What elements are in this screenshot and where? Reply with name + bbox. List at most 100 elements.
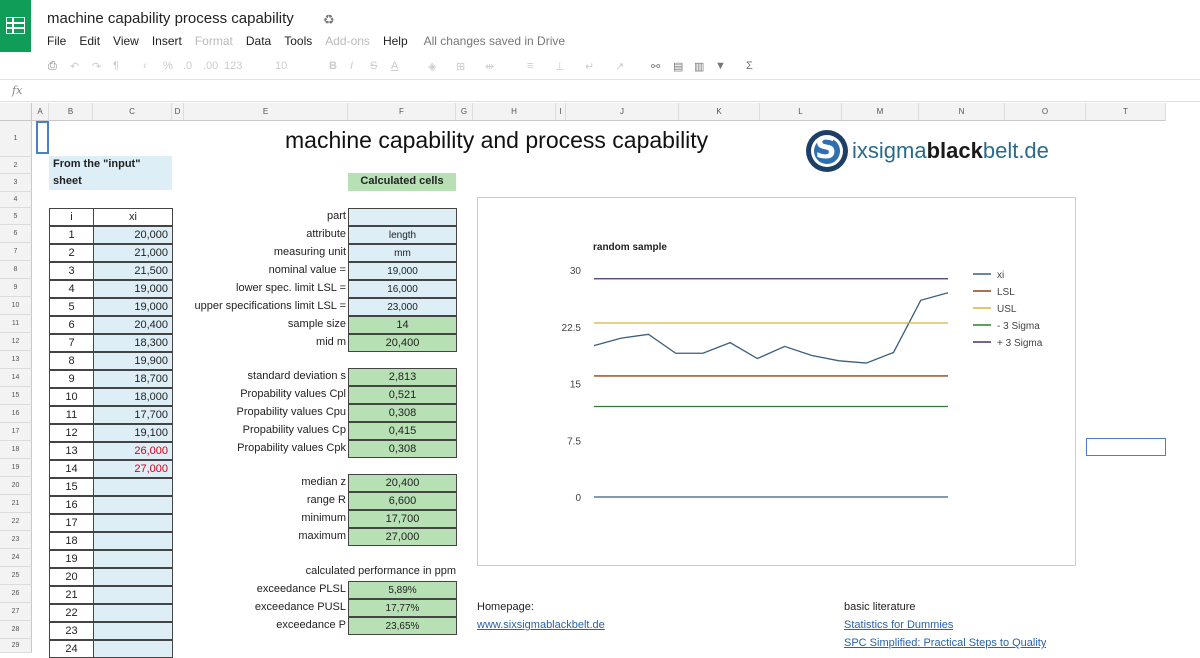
table-row-i[interactable]: 14 <box>49 460 94 478</box>
table-row-xi[interactable]: 20,000 <box>93 226 173 244</box>
value-median[interactable]: 20,400 <box>348 474 457 492</box>
table-row-xi[interactable]: 26,000 <box>93 442 173 460</box>
row-header-3[interactable]: 3 <box>0 174 32 192</box>
menu-view[interactable]: View <box>113 34 139 48</box>
row-header-23[interactable]: 23 <box>0 531 32 549</box>
row-header-9[interactable]: 9 <box>0 279 32 297</box>
menu-format[interactable]: Format <box>194 34 233 48</box>
menu-file[interactable]: File <box>47 34 67 48</box>
print-icon[interactable]: ⎙ <box>48 60 57 72</box>
column-header-j[interactable]: J <box>566 103 679 121</box>
table-row-xi[interactable]: 18,700 <box>93 370 173 388</box>
table-row-xi[interactable] <box>93 586 173 604</box>
table-row-xi[interactable]: 17,700 <box>93 406 173 424</box>
row-header-21[interactable]: 21 <box>0 495 32 513</box>
valign-icon[interactable]: ⊥ <box>555 61 565 73</box>
table-row-i[interactable]: 17 <box>49 514 94 532</box>
column-header-o[interactable]: O <box>1005 103 1086 121</box>
functions-icon[interactable]: Σ <box>746 60 753 72</box>
row-header-12[interactable]: 12 <box>0 333 32 351</box>
table-row-xi[interactable] <box>93 532 173 550</box>
table-row-i[interactable]: 2 <box>49 244 94 262</box>
column-header-e[interactable]: E <box>184 103 348 121</box>
bold-icon[interactable]: B <box>329 60 337 72</box>
column-header-a[interactable]: A <box>32 103 49 121</box>
value-range[interactable]: 6,600 <box>348 492 457 510</box>
table-row-xi[interactable]: 18,000 <box>93 388 173 406</box>
table-row-xi[interactable]: 20,400 <box>93 316 173 334</box>
menu-insert[interactable]: Insert <box>151 34 182 48</box>
table-row-i[interactable]: 18 <box>49 532 94 550</box>
value-sample-size[interactable]: 14 <box>348 316 457 334</box>
row-header-5[interactable]: 5 <box>0 208 32 225</box>
table-row-i[interactable]: 6 <box>49 316 94 334</box>
table-row-i[interactable]: 12 <box>49 424 94 442</box>
value-cpk[interactable]: 0,308 <box>348 440 457 458</box>
paint-format-icon[interactable]: ¶ <box>113 60 119 72</box>
table-row-xi[interactable] <box>93 478 173 496</box>
filter-icon[interactable]: ▼ <box>715 60 726 72</box>
row-header-27[interactable]: 27 <box>0 603 32 621</box>
table-row-xi[interactable]: 21,500 <box>93 262 173 280</box>
table-row-i[interactable]: 4 <box>49 280 94 298</box>
literature-link-2[interactable]: SPC Simplified: Practical Steps to Quali… <box>844 637 1047 649</box>
value-cpl[interactable]: 0,521 <box>348 386 457 404</box>
wrap-icon[interactable]: ↵ <box>585 61 595 73</box>
value-maximum[interactable]: 27,000 <box>348 528 457 546</box>
italic-icon[interactable]: I <box>350 60 354 72</box>
table-row-i[interactable]: 8 <box>49 352 94 370</box>
align-icon[interactable]: ≡ <box>527 60 534 72</box>
row-header-17[interactable]: 17 <box>0 423 32 441</box>
menu-tools[interactable]: Tools <box>284 34 313 48</box>
row-header-15[interactable]: 15 <box>0 387 32 405</box>
row-header-18[interactable]: 18 <box>0 441 32 459</box>
column-header-m[interactable]: M <box>842 103 919 121</box>
value-std[interactable]: 2,813 <box>348 368 457 386</box>
row-header-28[interactable]: 28 <box>0 621 32 639</box>
table-row-xi[interactable]: 19,000 <box>93 298 173 316</box>
selected-range[interactable] <box>36 121 49 154</box>
table-row-i[interactable]: 22 <box>49 604 94 622</box>
row-header-11[interactable]: 11 <box>0 315 32 333</box>
value-pusl[interactable]: 17,77% <box>348 599 457 617</box>
homepage-link[interactable]: www.sixsigmablackbelt.de <box>477 619 605 631</box>
column-header-d[interactable]: D <box>172 103 184 121</box>
row-header-2[interactable]: 2 <box>0 157 32 174</box>
link-icon[interactable]: ⚯ <box>651 61 661 73</box>
table-row-i[interactable]: 7 <box>49 334 94 352</box>
table-row-i[interactable]: 5 <box>49 298 94 316</box>
table-row-i[interactable]: 16 <box>49 496 94 514</box>
row-header-19[interactable]: 19 <box>0 459 32 477</box>
row-header-6[interactable]: 6 <box>0 225 32 243</box>
column-header-n[interactable]: N <box>919 103 1005 121</box>
table-row-i[interactable]: 3 <box>49 262 94 280</box>
row-header-20[interactable]: 20 <box>0 477 32 495</box>
redo-icon[interactable]: ↷ <box>92 61 102 73</box>
increase-decimal-icon[interactable]: .00 <box>203 60 219 72</box>
menu-help[interactable]: Help <box>382 34 408 48</box>
table-row-xi[interactable] <box>93 514 173 532</box>
row-header-29[interactable]: 29 <box>0 639 32 653</box>
row-header-4[interactable]: 4 <box>0 192 32 208</box>
table-row-xi[interactable]: 27,000 <box>93 460 173 478</box>
value-measuring-unit[interactable]: mm <box>348 244 457 262</box>
value-cp[interactable]: 0,415 <box>348 422 457 440</box>
text-color-icon[interactable]: A <box>391 60 399 72</box>
table-row-xi[interactable]: 19,100 <box>93 424 173 442</box>
table-row-i[interactable]: 9 <box>49 370 94 388</box>
value-part[interactable] <box>348 208 457 226</box>
row-header-1[interactable]: 1 <box>0 121 32 157</box>
literature-link-1[interactable]: Statistics for Dummies <box>844 619 954 631</box>
table-row-i[interactable]: 19 <box>49 550 94 568</box>
sheets-logo-icon[interactable] <box>0 0 31 52</box>
table-row-xi[interactable] <box>93 550 173 568</box>
fill-color-icon[interactable]: ◈ <box>428 61 437 73</box>
chart-icon[interactable]: ▥ <box>694 61 705 73</box>
column-header-c[interactable]: C <box>93 103 172 121</box>
table-row-i[interactable]: 1 <box>49 226 94 244</box>
table-row-xi[interactable]: 19,000 <box>93 280 173 298</box>
table-row-i[interactable]: 15 <box>49 478 94 496</box>
menu-edit[interactable]: Edit <box>79 34 101 48</box>
merge-icon[interactable]: ⇹ <box>485 61 495 73</box>
chart-frame[interactable]: random sample 30 22.5 15 7.5 0 xi LSL USL - 3 Sig… <box>477 197 1076 566</box>
